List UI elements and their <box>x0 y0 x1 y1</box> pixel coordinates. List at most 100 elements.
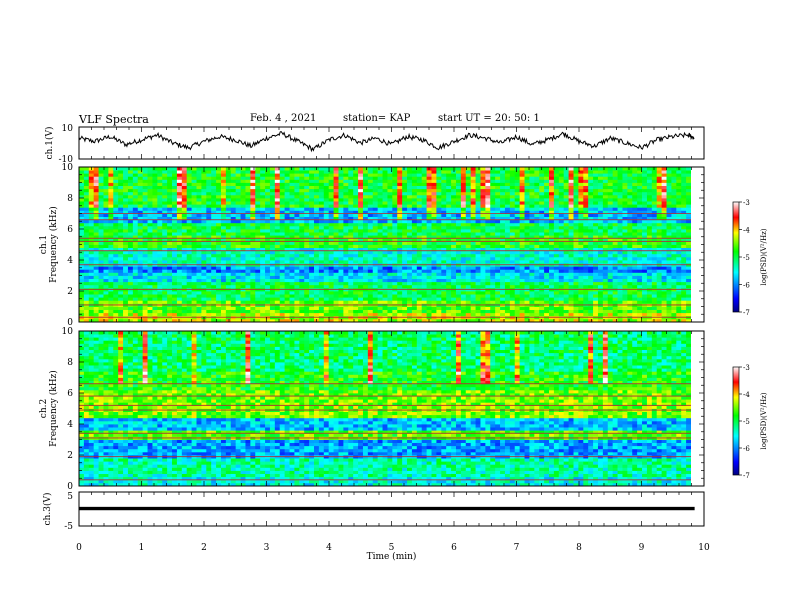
ch1-spectrogram-cell <box>416 185 423 190</box>
ch1-spectrogram-cell <box>162 213 168 217</box>
ch1-spectrogram-cell <box>397 235 403 239</box>
ch1-spectrogram-cell <box>299 216 305 221</box>
ch1-spectrogram-cell <box>460 266 467 270</box>
ch1-spectrogram-cell <box>294 210 300 214</box>
ch1-spectrogram-cell <box>397 207 403 211</box>
ch1-spectrogram-cell <box>455 235 462 239</box>
ch1-spectrogram-cell <box>441 194 447 199</box>
ch1-spectrogram-cell <box>333 167 339 171</box>
ch1-spectrogram-cell <box>294 306 300 310</box>
ch1-spectrogram-cell <box>147 173 153 177</box>
ch1-spectrogram-cell <box>495 198 501 202</box>
ch1-spectrogram-cell <box>426 235 432 239</box>
ch1-spectrogram-cell <box>299 229 305 233</box>
ch1-spectrogram-cell <box>279 260 286 264</box>
ch1-spectrogram-cell <box>176 179 183 183</box>
ch1-spectrogram-cell <box>250 278 256 283</box>
ch1-spectrogram-cell <box>407 188 413 193</box>
ch1-spectrogram-cell <box>289 238 295 242</box>
ch1-spectrogram-cell <box>216 225 222 230</box>
ch1-spectrogram-cell <box>343 201 349 205</box>
ch1-spectrogram-cell <box>495 176 501 180</box>
ch1-spectrogram-cell <box>225 194 232 199</box>
ch1-spectrogram-cell <box>446 170 452 174</box>
ch1-spectrogram-cell <box>441 222 447 227</box>
ch1-spectrogram-cell <box>269 176 276 180</box>
ch1-spectrogram-cell <box>299 266 305 270</box>
ch1-spectrogram-cell <box>181 253 188 258</box>
ch1-spectrogram-cell <box>402 176 408 180</box>
ch1-spectrogram-cell <box>314 294 320 298</box>
ch1-spectrogram-cell <box>421 247 428 252</box>
ch1-spectrogram-cell <box>142 229 148 233</box>
ch1-spectrogram-cell <box>147 188 153 193</box>
ch1-spectrogram-cell <box>191 188 197 193</box>
ch1-spectrogram-cell <box>216 253 222 258</box>
ch1-spectrogram-cell <box>362 306 369 310</box>
ch1-spectrogram-cell <box>367 207 374 211</box>
ch1-spectrogram-cell <box>382 266 388 270</box>
ch1-spectrogram-cell <box>137 194 144 199</box>
ch1-spectrogram-cell <box>318 250 325 255</box>
ch1-spectrogram-cell <box>230 173 237 177</box>
ch1-spectrogram-cell <box>240 266 246 270</box>
ch1-spectrogram-cell <box>186 235 193 239</box>
ch1-spectrogram-cell <box>142 182 148 186</box>
ch1-spectrogram-cell <box>455 300 462 304</box>
ch1-spectrogram-cell <box>162 207 168 211</box>
ch1-spectrogram-cell <box>142 300 148 304</box>
ch1-spectrogram-cell <box>127 247 134 252</box>
ch1-spectrogram-cell <box>279 300 286 304</box>
ch1-spectrogram-cell <box>470 244 476 248</box>
ch1-spectrogram-cell <box>269 204 276 208</box>
ch1-spectrogram-cell <box>172 278 178 283</box>
ch1-spectrogram-cell <box>274 182 281 186</box>
ch1-spectrogram-cell <box>152 272 158 276</box>
ch1-spectrogram-cell <box>402 278 408 283</box>
ch1-spectrogram-cell <box>328 260 334 264</box>
ch1-spectrogram-cell <box>235 182 241 186</box>
ch1-spectrogram-cell <box>172 275 178 279</box>
ch1-spectrogram-cell <box>402 272 408 276</box>
ch1-spectrogram-cell <box>509 182 516 186</box>
ch1-spectrogram-cell <box>323 250 330 255</box>
ch1-spectrogram-cell <box>113 167 119 171</box>
ch1-spectrogram-cell <box>172 294 178 298</box>
ch1-spectrogram-cell <box>485 179 491 183</box>
ch1-spectrogram-cell <box>338 185 344 190</box>
ch1-spectrogram-cell <box>392 294 398 298</box>
ch1-spectrogram-cell <box>509 179 516 183</box>
ch1-spectrogram-cell <box>79 210 85 214</box>
ch1-spectrogram-cell <box>83 167 90 171</box>
ch1-spectrogram-cell <box>211 281 217 286</box>
ch1-spectrogram-cell <box>147 219 153 224</box>
ch1-spectrogram-cell <box>549 256 555 261</box>
ch1-spectrogram-cell <box>333 238 339 242</box>
ch1-spectrogram-cell <box>504 281 511 286</box>
ch1-spectrogram-cell <box>269 253 276 258</box>
ch1-spectrogram-cell <box>314 235 320 239</box>
ch1-spectrogram-cell <box>147 241 153 245</box>
ch1-spectrogram-cell <box>211 256 217 261</box>
ch1-spectrogram-cell <box>88 253 95 258</box>
ch1-spectrogram-cell <box>299 173 305 177</box>
ch1-spectrogram-cell <box>181 281 188 286</box>
ch1-spectrogram-cell <box>196 170 202 174</box>
ch1-spectrogram-cell <box>534 253 540 258</box>
ch1-spectrogram-cell <box>490 198 496 202</box>
ch1-spectrogram-cell <box>167 256 173 261</box>
ch1-spectrogram-cell <box>446 250 452 255</box>
ch1-spectrogram-cell <box>309 213 315 217</box>
ch1-spectrogram-cell <box>201 216 207 221</box>
ch1-spectrogram-cell <box>539 309 545 314</box>
ch1-spectrogram-cell <box>436 222 442 227</box>
ch1-spectrogram-cell <box>83 194 90 199</box>
ch1-spectrogram-cell <box>323 182 330 186</box>
ch1-spectrogram-cell <box>529 312 535 317</box>
ch1-spectrogram-cell <box>362 191 369 196</box>
ch1-spectrogram-cell <box>358 179 364 183</box>
ch1-spectrogram-cell <box>93 309 99 314</box>
ch1-spectrogram-cell <box>500 207 506 211</box>
ch1-spectrogram-cell <box>172 201 178 205</box>
ch1-spectrogram-cell <box>358 229 364 233</box>
